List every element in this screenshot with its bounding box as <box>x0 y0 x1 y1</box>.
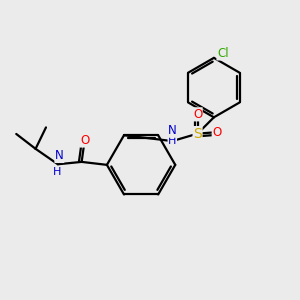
Text: O: O <box>80 134 89 147</box>
Text: Cl: Cl <box>217 47 229 60</box>
Text: S: S <box>193 127 202 141</box>
Text: H: H <box>168 136 176 146</box>
Text: N: N <box>55 149 64 162</box>
Text: O: O <box>193 108 202 121</box>
Text: H: H <box>53 167 61 177</box>
Text: N: N <box>168 124 177 137</box>
Text: O: O <box>212 126 221 139</box>
